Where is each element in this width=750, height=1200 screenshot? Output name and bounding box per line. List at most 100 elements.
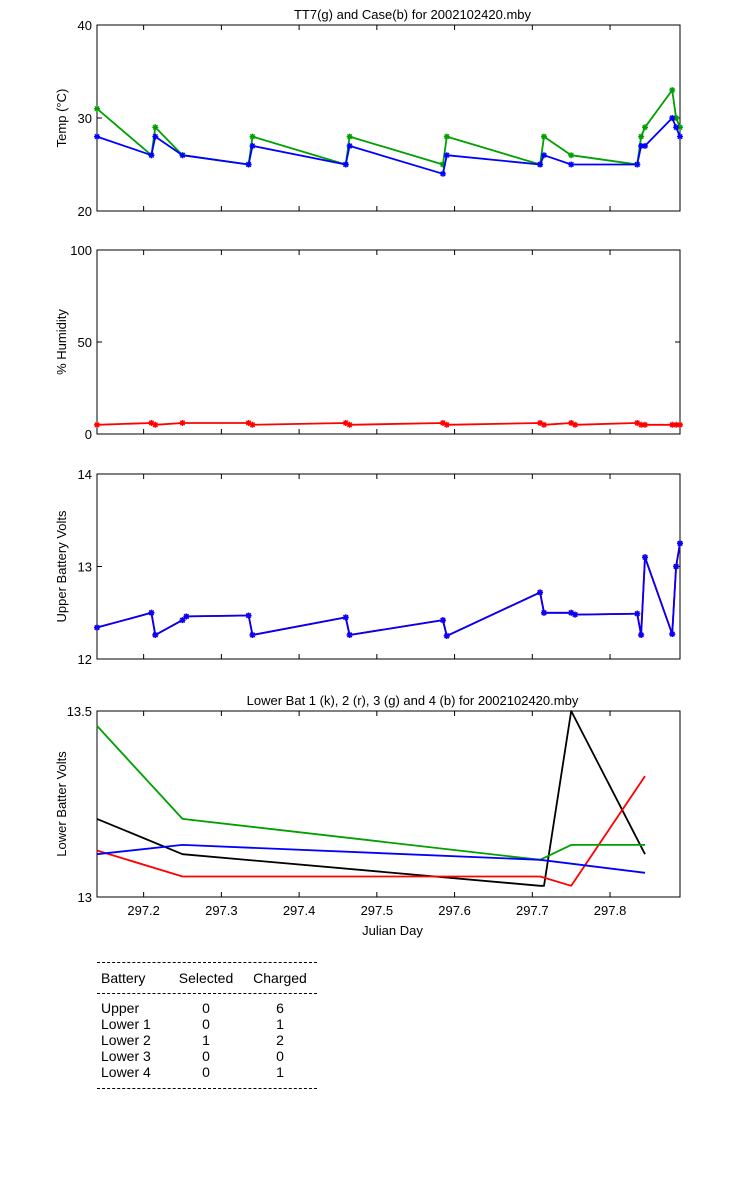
table-row: Lower 3 0 0 [97, 1048, 317, 1064]
data-point-marker [443, 421, 450, 428]
table-top-rule [97, 962, 317, 963]
cell-battery: Lower 1 [101, 1016, 151, 1032]
x-axis-label: Julian Day [362, 923, 423, 938]
y-tick-label: 40 [78, 18, 92, 33]
y-tick-label: 12 [78, 652, 92, 667]
data-point-marker [342, 419, 349, 426]
data-point-marker [642, 142, 649, 149]
x-tick-label: 297.2 [127, 903, 160, 918]
data-point-marker [537, 419, 544, 426]
cell-selected: 0 [202, 1048, 210, 1064]
data-point-marker [673, 124, 680, 131]
charts-canvas: TT7(g) and Case(b) for 2002102420.mby 20 3… [54, 7, 683, 938]
data-point-marker [669, 421, 676, 428]
data-point-marker [443, 632, 450, 639]
data-point-marker [568, 609, 575, 616]
header-battery: Battery [101, 970, 146, 986]
cell-battery: Lower 2 [101, 1032, 151, 1048]
data-point-marker [568, 152, 575, 159]
data-point-marker [94, 133, 100, 140]
data-point-marker [677, 421, 683, 428]
y-tick-label: 14 [78, 467, 92, 482]
data-point-marker [673, 115, 680, 121]
data-point-marker [634, 419, 641, 426]
data-point-marker [245, 612, 252, 619]
table-row: Lower 1 0 1 [97, 1016, 317, 1032]
cell-charged: 1 [276, 1064, 284, 1080]
data-point-marker [634, 610, 641, 617]
data-point-marker [677, 124, 683, 131]
data-point-marker [673, 563, 680, 570]
table-row: Lower 4 0 1 [97, 1064, 317, 1080]
cell-selected: 0 [202, 1016, 210, 1032]
data-point-marker [152, 124, 159, 131]
data-point-marker [540, 609, 547, 616]
cell-selected: 0 [202, 1000, 210, 1016]
data-point-marker [249, 142, 256, 149]
data-point-marker [148, 609, 155, 616]
data-point-marker [179, 152, 186, 159]
data-point-marker [183, 613, 190, 620]
data-point-marker [152, 631, 159, 638]
x-tick-label: 297.8 [594, 903, 627, 918]
series-line [96, 117, 681, 175]
data-point-marker [245, 419, 252, 426]
series-line [96, 775, 646, 887]
data-point-marker [179, 617, 186, 624]
data-point-marker [443, 133, 450, 140]
data-point-marker [439, 419, 446, 426]
plot-frame [96, 249, 681, 435]
y-tick-label: 30 [78, 111, 92, 126]
data-point-marker [642, 421, 649, 428]
series-line [96, 844, 646, 874]
plot-frame [96, 710, 681, 898]
data-point-marker [439, 170, 446, 177]
table-row: Upper 0 6 [97, 1000, 317, 1016]
data-point-marker [94, 624, 100, 631]
data-point-marker [439, 617, 446, 624]
data-point-marker [638, 133, 645, 140]
series-line [96, 710, 646, 887]
data-point-marker [152, 421, 159, 428]
data-point-marker [572, 421, 579, 428]
y-axis-label: Lower Batter Volts [54, 751, 69, 857]
header-selected: Selected [178, 970, 234, 986]
data-point-marker [249, 421, 256, 428]
y-tick-label: 13.5 [67, 704, 92, 719]
y-tick-label: 13 [78, 890, 92, 905]
cell-charged: 0 [276, 1048, 284, 1064]
data-point-marker [346, 142, 353, 149]
data-point-marker [669, 87, 676, 94]
data-point-marker [443, 152, 450, 159]
y-axis-label: % Humidity [54, 309, 69, 375]
data-point-marker [537, 161, 544, 168]
y-tick-label: 0 [85, 427, 92, 442]
data-point-marker [540, 421, 547, 428]
cell-battery: Lower 3 [101, 1048, 151, 1064]
x-tick-label: 297.6 [438, 903, 471, 918]
data-point-marker [94, 421, 100, 428]
data-point-marker [572, 611, 579, 618]
x-tick-label: 297.3 [205, 903, 238, 918]
data-point-marker [540, 133, 547, 140]
chart-title: Lower Bat 1 (k), 2 (r), 3 (g) and 4 (b) … [247, 693, 579, 708]
y-tick-label: 50 [78, 335, 92, 350]
y-tick-label: 13 [78, 560, 92, 575]
x-tick-label: 297.5 [361, 903, 394, 918]
data-point-marker [568, 161, 575, 168]
table-header-rule [97, 993, 317, 994]
data-point-marker [537, 589, 544, 596]
data-point-marker [568, 419, 575, 426]
data-point-marker [148, 419, 155, 426]
cell-charged: 2 [276, 1032, 284, 1048]
data-point-marker [346, 421, 353, 428]
cell-battery: Lower 4 [101, 1064, 151, 1080]
plot-frame [96, 24, 681, 212]
chart-title: TT7(g) and Case(b) for 2002102420.mby [294, 7, 532, 22]
y-tick-label: 20 [78, 204, 92, 219]
table-bottom-rule [97, 1088, 317, 1089]
data-point-marker [677, 133, 683, 140]
data-point-marker [638, 421, 645, 428]
cell-selected: 1 [202, 1032, 210, 1048]
table-header-row: Battery Selected Charged [97, 966, 317, 990]
